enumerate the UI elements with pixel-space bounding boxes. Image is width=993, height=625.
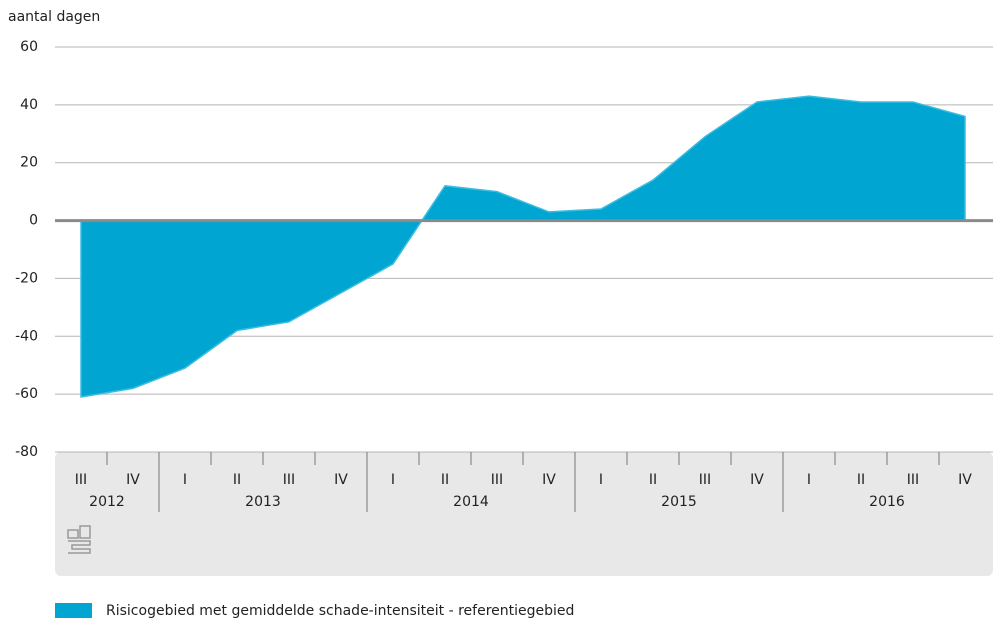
x-group-label: 2014 [453,494,489,510]
y-tick-label: 60 [20,39,38,55]
area [80,95,966,398]
x-tick-label: IV [334,472,348,488]
x-tick-label: II [233,472,241,488]
x-tick-label: IV [750,472,764,488]
legend-swatch [55,603,92,618]
x-tick-label: IV [126,472,140,488]
legend-label: Risicogebied met gemiddelde schade-inten… [106,603,574,619]
y-tick-label: 0 [29,213,38,229]
x-tick-label: III [907,472,919,488]
x-group-label: 2015 [661,494,697,510]
y-tick-label: 20 [20,155,38,171]
x-tick-label: II [441,472,449,488]
x-group-label: 2016 [869,494,905,510]
x-tick-label: I [807,472,811,488]
x-group-label: 2012 [89,494,125,510]
x-group-label: 2013 [245,494,281,510]
y-tick-label: -60 [15,386,38,402]
y-tick-label: -80 [15,444,38,460]
y-tick-label: 40 [20,97,38,113]
x-tick-label: IV [958,472,972,488]
x-tick-label: III [283,472,295,488]
x-tick-label: III [491,472,503,488]
x-tick-label: IV [542,472,556,488]
cbs-logo [67,525,91,554]
x-tick-label: II [857,472,865,488]
axis-panel [55,452,993,576]
x-tick-label: III [75,472,87,488]
x-tick-label: I [183,472,187,488]
x-tick-label: I [391,472,395,488]
y-tick-label: -40 [15,328,38,344]
x-tick-label: I [599,472,603,488]
x-tick-label: III [699,472,711,488]
y-axis-label: aantal dagen [8,9,100,25]
y-tick-label: -20 [15,270,38,286]
x-tick-label: II [649,472,657,488]
